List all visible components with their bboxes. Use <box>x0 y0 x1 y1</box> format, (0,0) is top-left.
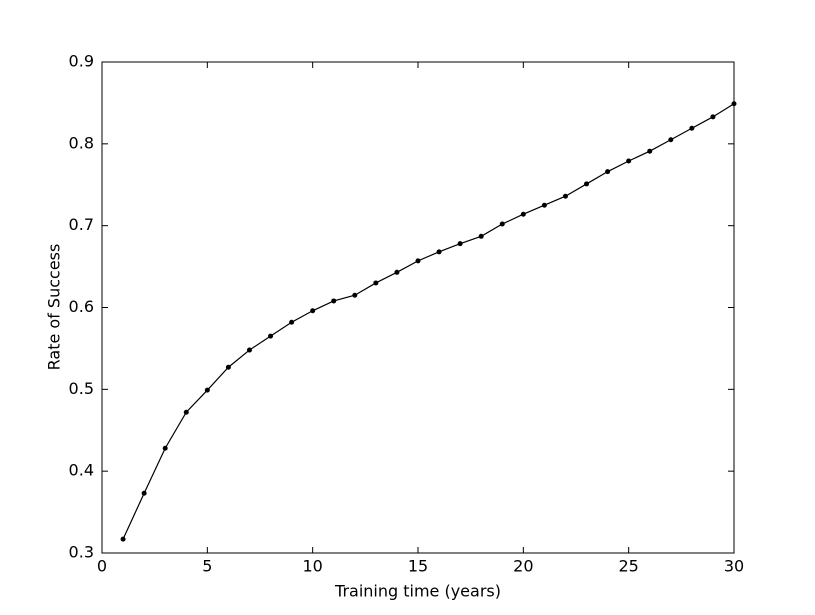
data-point <box>668 137 674 143</box>
x-axis-label: Training time (years) <box>334 582 501 601</box>
data-point <box>457 241 463 247</box>
x-tick-label: 10 <box>302 557 322 576</box>
data-point <box>584 181 590 187</box>
y-tick-label: 0.9 <box>69 52 94 71</box>
data-point <box>605 169 611 175</box>
data-point <box>204 387 210 393</box>
data-point <box>120 536 126 542</box>
data-point <box>246 347 252 353</box>
y-tick-label: 0.7 <box>69 215 94 234</box>
data-point <box>141 490 147 496</box>
data-point <box>710 114 716 120</box>
plot-frame <box>101 61 735 554</box>
data-point <box>225 364 231 370</box>
data-line <box>122 103 735 540</box>
data-point <box>689 125 695 131</box>
data-point <box>520 211 526 217</box>
y-tick-label: 0.4 <box>69 461 94 480</box>
data-point <box>394 269 400 275</box>
x-tick-label: 25 <box>618 557 638 576</box>
data-point <box>331 298 337 304</box>
y-tick-label: 0.8 <box>69 133 94 152</box>
data-point <box>562 193 568 199</box>
data-point <box>268 333 274 339</box>
x-tick-label: 0 <box>97 557 107 576</box>
y-tick-label: 0.5 <box>69 379 94 398</box>
data-point <box>415 258 421 264</box>
data-point <box>183 409 189 415</box>
data-point <box>352 292 358 298</box>
data-point <box>310 308 316 314</box>
data-point <box>647 148 653 154</box>
x-tick-label: 20 <box>513 557 533 576</box>
x-tick-label: 5 <box>202 557 212 576</box>
data-point <box>162 445 168 451</box>
data-point <box>436 249 442 255</box>
data-point <box>731 101 737 107</box>
data-point <box>373 280 379 286</box>
data-point <box>478 233 484 239</box>
x-tick-label: 15 <box>408 557 428 576</box>
data-point <box>289 319 295 325</box>
data-point <box>626 158 632 164</box>
y-tick-label: 0.6 <box>69 297 94 316</box>
x-tick-label: 30 <box>724 557 744 576</box>
y-axis-label: Rate of Success <box>45 244 64 371</box>
y-tick-label: 0.3 <box>69 543 94 562</box>
data-point <box>499 221 505 227</box>
data-point <box>541 202 547 208</box>
